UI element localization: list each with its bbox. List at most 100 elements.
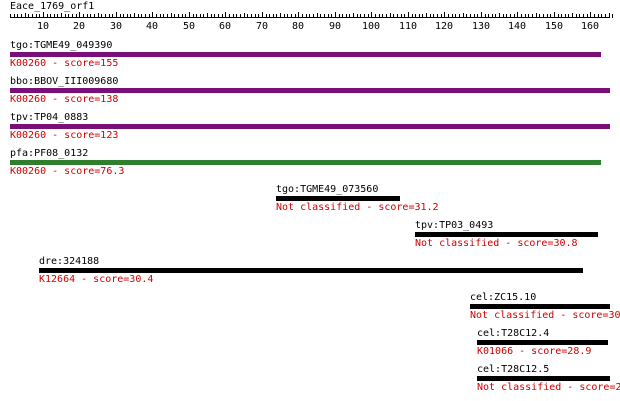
hit-alignment-bar[interactable]	[470, 304, 610, 309]
ruler-minor-tick	[156, 14, 157, 18]
hit-name-link[interactable]: tpv:TP03_0493	[415, 220, 494, 231]
hit-alignment-bar[interactable]	[10, 124, 610, 129]
query-name: Eace_1769_orf1	[10, 1, 95, 12]
ruler-minor-tick	[587, 14, 588, 18]
hit-alignment-bar[interactable]	[415, 232, 598, 237]
ruler-major-tick	[189, 12, 190, 18]
ruler-tick-label: 40	[145, 21, 159, 32]
ruler-minor-tick	[317, 13, 318, 18]
ruler-tick-label: 130	[471, 21, 491, 32]
ruler-minor-tick	[32, 14, 33, 18]
ruler-minor-tick	[598, 14, 599, 18]
hit-classification-link[interactable]: K01066 - score=28.9	[477, 346, 592, 357]
ruler-minor-tick	[412, 14, 413, 18]
ruler-minor-tick	[499, 13, 500, 18]
ruler-minor-tick	[87, 14, 88, 18]
hit-name-link[interactable]: tgo:TGME49_073560	[276, 184, 379, 195]
hit-classification-link[interactable]: Not classified - score=28.9	[477, 382, 620, 393]
ruler-major-tick	[43, 12, 44, 18]
hit-name-link[interactable]: dre:324188	[39, 256, 100, 267]
ruler-minor-tick	[463, 13, 464, 18]
ruler-minor-tick	[123, 14, 124, 18]
ruler-tick-label: 110	[398, 21, 418, 32]
ruler-minor-tick	[328, 14, 329, 18]
ruler-minor-tick	[218, 14, 219, 18]
hit-classification-link[interactable]: K12664 - score=30.4	[39, 274, 154, 285]
ruler-minor-tick	[393, 14, 394, 18]
ruler-minor-tick	[94, 14, 95, 18]
hit-classification-link[interactable]: Not classified - score=31.2	[276, 202, 439, 213]
hit-name-link[interactable]: cel:T28C12.4	[477, 328, 550, 339]
ruler-minor-tick	[269, 14, 270, 18]
ruler-minor-tick	[182, 14, 183, 18]
hit-name-link[interactable]: bbo:BBOV_III009680	[10, 76, 119, 87]
ruler-minor-tick	[357, 14, 358, 18]
hit-alignment-bar[interactable]	[477, 376, 610, 381]
ruler-minor-tick	[528, 14, 529, 18]
ruler-minor-tick	[612, 14, 613, 18]
hit-alignment-bar[interactable]	[39, 268, 583, 273]
ruler-minor-tick	[138, 14, 139, 18]
ruler-minor-tick	[160, 14, 161, 18]
hit-name-link[interactable]: cel:T28C12.5	[477, 364, 550, 375]
ruler-minor-tick	[36, 14, 37, 18]
hit-alignment-bar[interactable]	[10, 160, 601, 165]
hit-name-link[interactable]: pfa:PF08_0132	[10, 148, 89, 159]
ruler-minor-tick	[167, 14, 168, 18]
ruler-minor-tick	[214, 14, 215, 18]
hit-classification-link[interactable]: Not classified - score=30.4	[470, 310, 620, 321]
ruler-minor-tick	[39, 14, 40, 18]
ruler-minor-tick	[178, 14, 179, 18]
ruler-minor-tick	[419, 14, 420, 18]
hit-alignment-bar[interactable]	[276, 196, 400, 201]
hit-classification-link[interactable]: K00260 - score=123	[10, 130, 119, 141]
ruler-minor-tick	[488, 14, 489, 18]
ruler-major-tick	[481, 12, 482, 18]
ruler-minor-tick	[353, 13, 354, 18]
hit-alignment-bar[interactable]	[477, 340, 608, 345]
hit-alignment-bar[interactable]	[10, 52, 601, 57]
hit-alignment-bar[interactable]	[10, 88, 610, 93]
ruler-minor-tick	[342, 14, 343, 18]
ruler-minor-tick	[401, 14, 402, 18]
ruler-tick-label: 80	[291, 21, 305, 32]
ruler-minor-tick	[280, 13, 281, 18]
ruler-minor-tick	[72, 14, 73, 18]
ruler-minor-tick	[203, 14, 204, 18]
ruler-minor-tick	[120, 14, 121, 18]
ruler-minor-tick	[222, 14, 223, 18]
ruler-minor-tick	[193, 14, 194, 18]
hit-name-link[interactable]: cel:ZC15.10	[470, 292, 537, 303]
ruler-minor-tick	[568, 14, 569, 18]
ruler-major-tick	[554, 12, 555, 18]
ruler-major-tick	[590, 12, 591, 18]
ruler-minor-tick	[163, 14, 164, 18]
ruler-minor-tick	[364, 14, 365, 18]
ruler-minor-tick	[185, 14, 186, 18]
ruler-minor-tick	[510, 14, 511, 18]
ruler-minor-tick	[127, 14, 128, 18]
ruler-minor-tick	[426, 13, 427, 18]
hit-name-link[interactable]: tpv:TP04_0883	[10, 112, 89, 123]
ruler-minor-tick	[430, 14, 431, 18]
hit-classification-link[interactable]: K00260 - score=155	[10, 58, 119, 69]
ruler-minor-tick	[506, 14, 507, 18]
ruler-minor-tick	[397, 14, 398, 18]
hit-classification-link[interactable]: K00260 - score=76.3	[10, 166, 125, 177]
ruler-minor-tick	[441, 14, 442, 18]
ruler-minor-tick	[76, 14, 77, 18]
ruler-minor-tick	[404, 14, 405, 18]
ruler-tick-label: 120	[434, 21, 454, 32]
ruler-minor-tick	[536, 13, 537, 18]
hit-classification-link[interactable]: K00260 - score=138	[10, 94, 119, 105]
hit-name-link[interactable]: tgo:TGME49_049390	[10, 40, 113, 51]
ruler-minor-tick	[539, 14, 540, 18]
ruler-minor-tick	[229, 14, 230, 18]
ruler-minor-tick	[390, 13, 391, 18]
hit-classification-link[interactable]: Not classified - score=30.8	[415, 238, 578, 249]
ruler-minor-tick	[14, 14, 15, 18]
ruler-minor-tick	[83, 14, 84, 18]
ruler-minor-tick	[54, 14, 55, 18]
ruler-minor-tick	[521, 14, 522, 18]
